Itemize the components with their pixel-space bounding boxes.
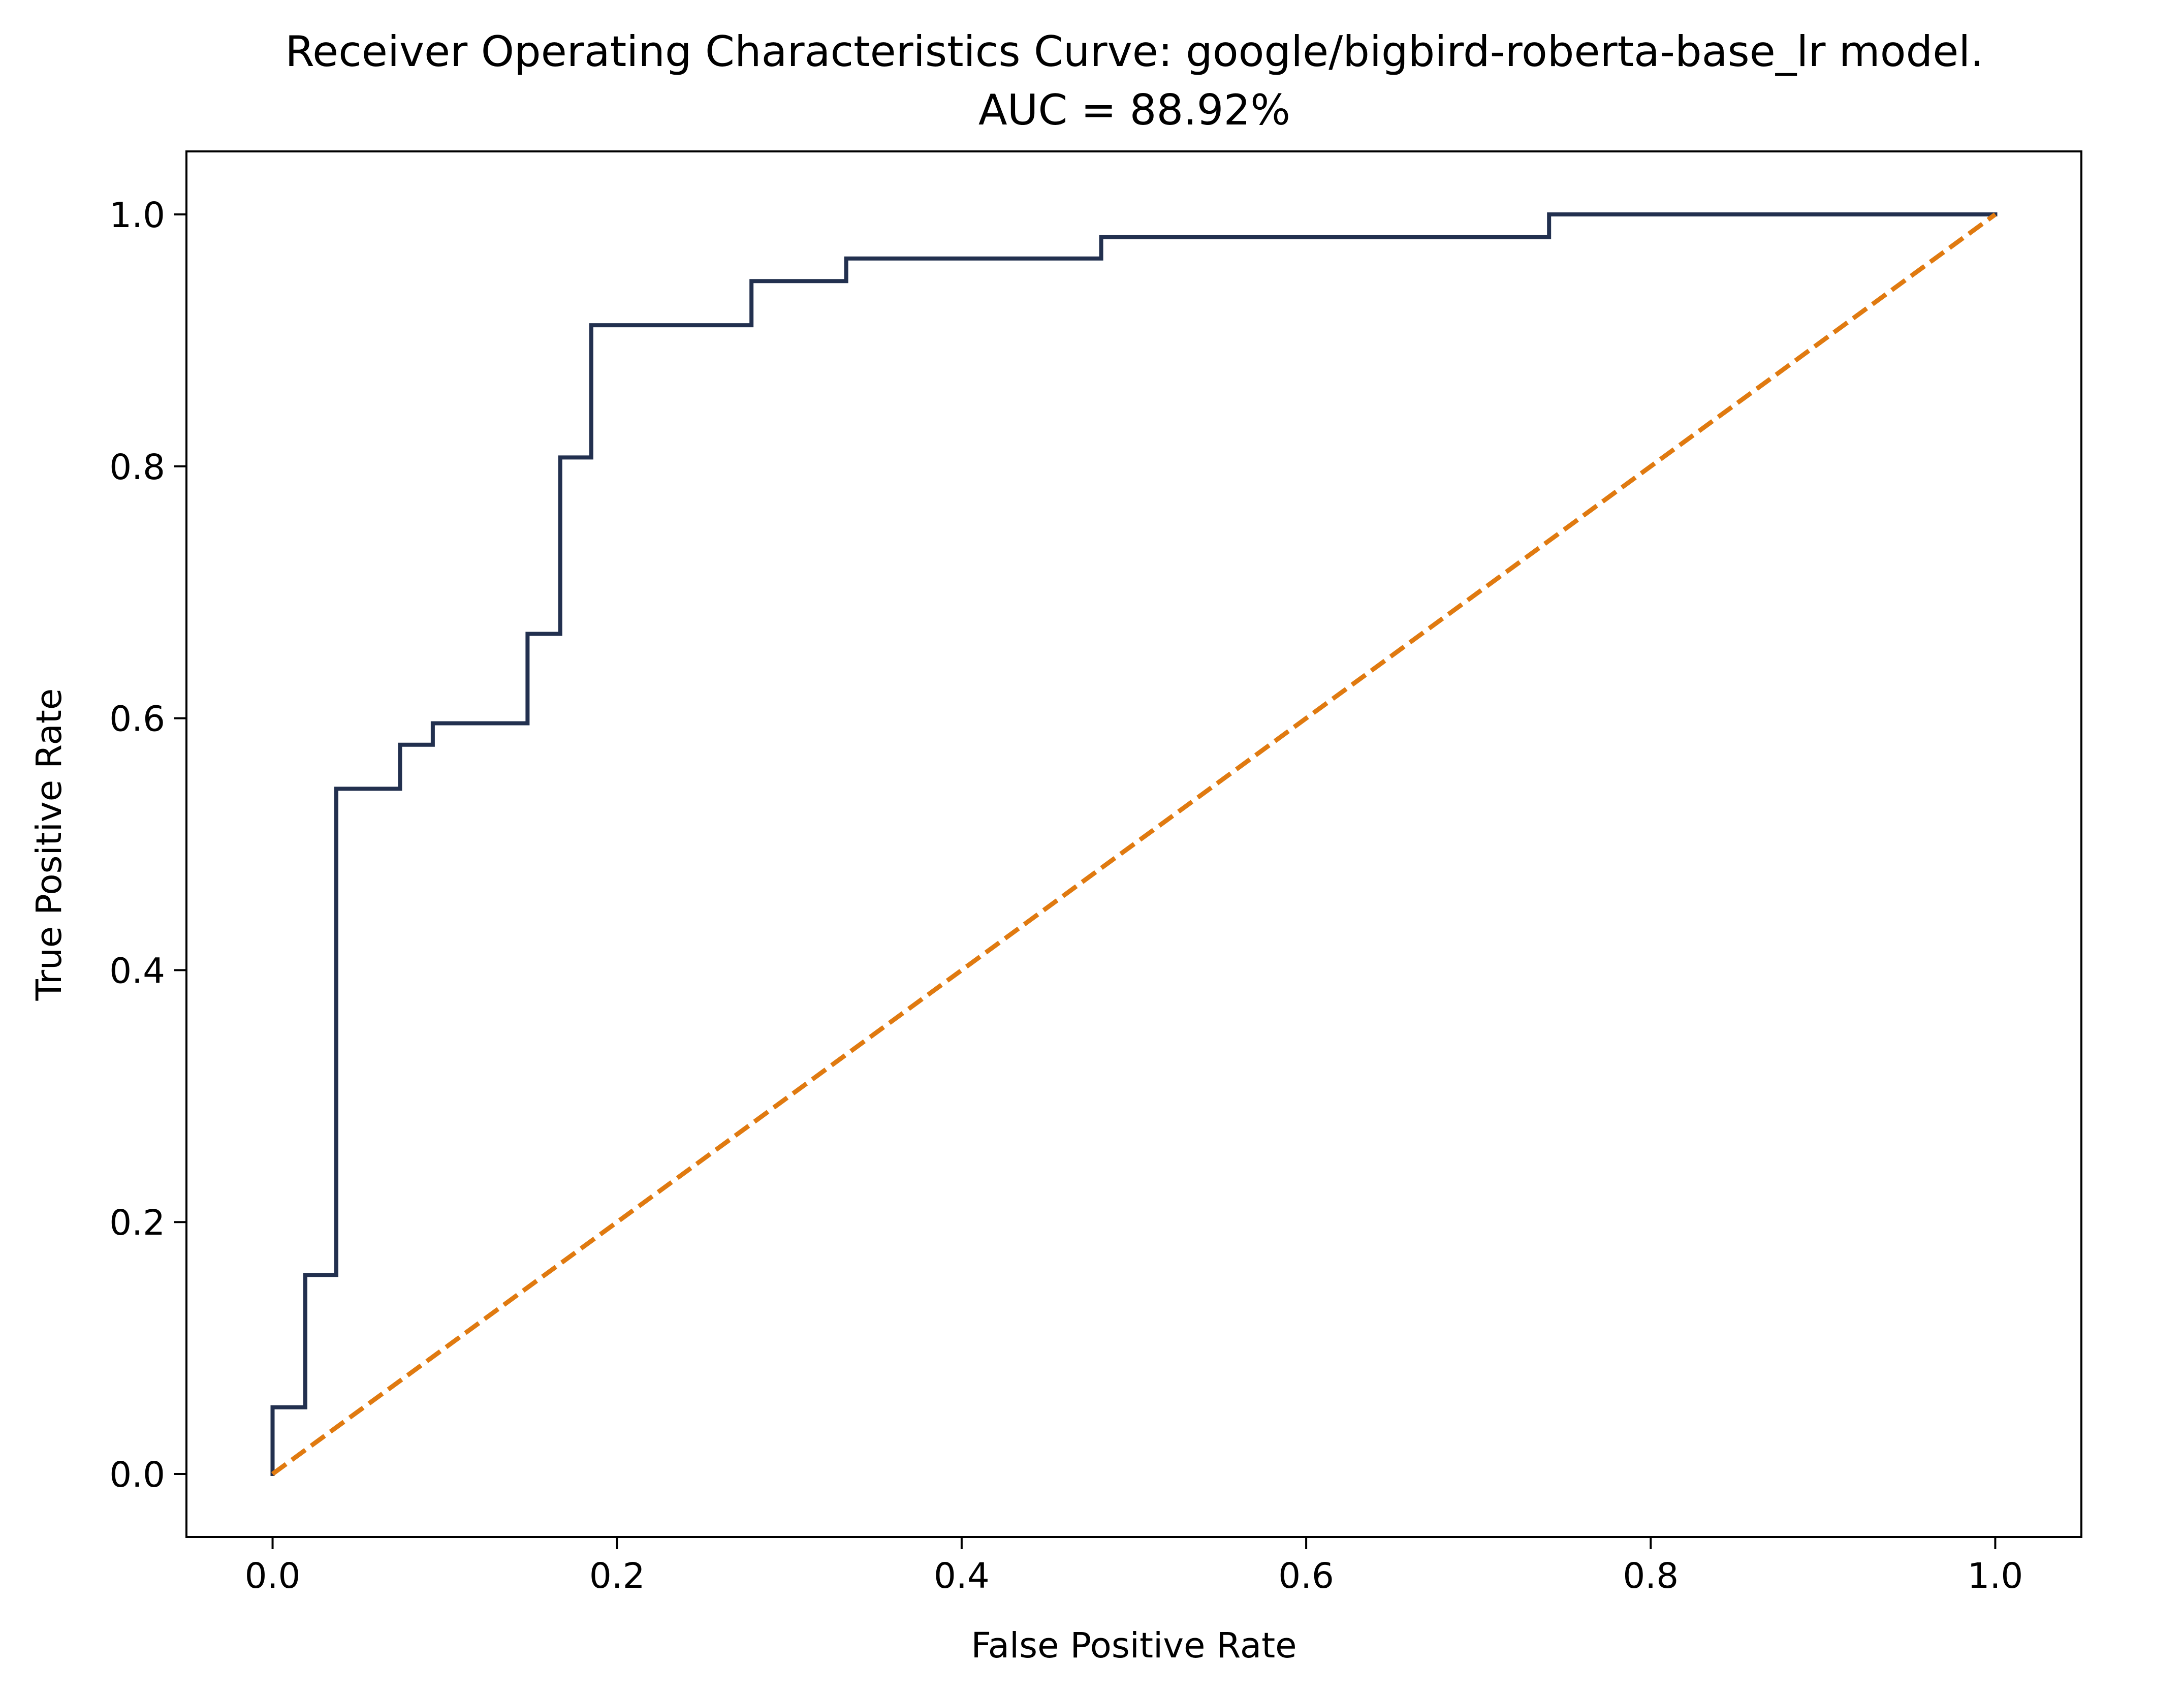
x-tick-label: 0.4: [934, 1556, 990, 1596]
chart-subtitle: AUC = 88.92%: [978, 85, 1290, 135]
chart-title: Receiver Operating Characteristics Curve…: [285, 27, 1984, 76]
y-tick-label: 0.6: [109, 699, 165, 740]
y-tick-label: 0.4: [109, 951, 165, 991]
y-tick-label: 1.0: [109, 195, 165, 236]
x-tick-label: 1.0: [1968, 1556, 2023, 1596]
y-tick-label: 0.2: [109, 1203, 165, 1243]
plot-frame: [185, 150, 2082, 1538]
roc-curve-line: [270, 212, 1998, 1476]
x-axis-ticks: 0.0 0.2 0.4 0.6 0.8 1.0: [245, 1537, 2023, 1596]
y-axis-ticks: 0.0 0.2 0.4 0.6 0.8 1.0: [109, 195, 186, 1495]
x-tick-label: 0.6: [1278, 1556, 1334, 1596]
x-axis-label: False Positive Rate: [971, 1625, 1296, 1666]
x-tick-label: 0.8: [1623, 1556, 1679, 1596]
y-tick-label: 0.8: [109, 447, 165, 488]
y-tick-label: 0.0: [109, 1455, 165, 1495]
series-layer: [270, 212, 1998, 1476]
chance-diagonal-line: [271, 212, 1997, 1476]
x-tick-label: 0.0: [245, 1556, 301, 1596]
y-axis-label: True Positive Rate: [29, 688, 70, 1001]
plot-area: [185, 150, 2082, 1538]
x-tick-label: 0.2: [589, 1556, 645, 1596]
